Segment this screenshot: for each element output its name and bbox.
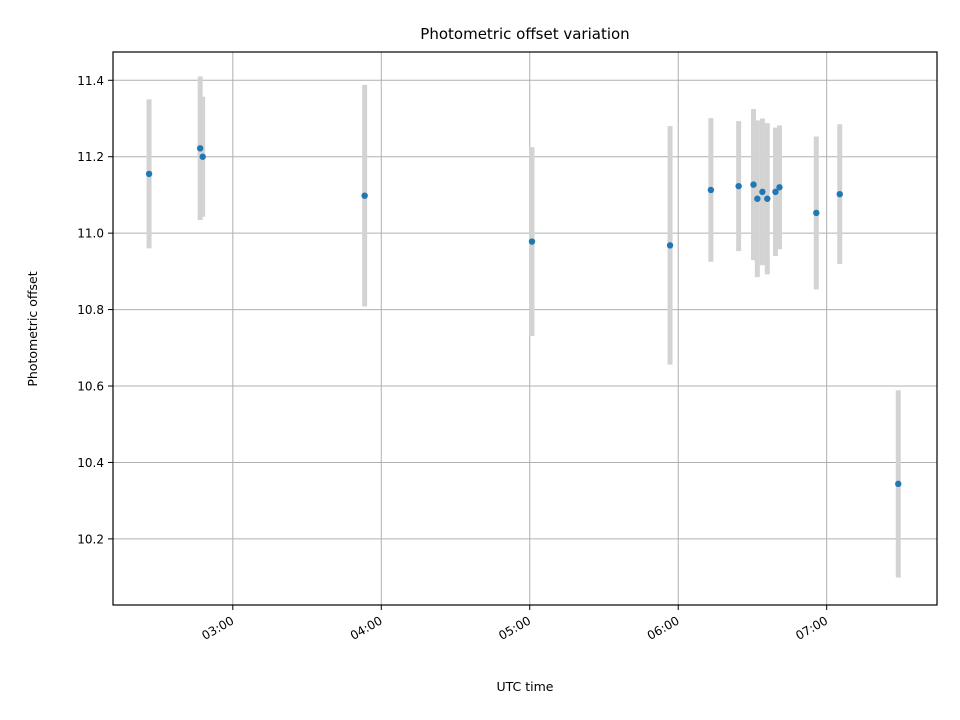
- x-tick-label: 04:00: [348, 613, 385, 642]
- y-axis-label: Photometric offset: [25, 271, 40, 386]
- data-point: [754, 195, 761, 202]
- data-point: [895, 480, 902, 488]
- x-tick-label: 07:00: [793, 613, 830, 642]
- data-point: [361, 192, 368, 199]
- data-points: [145, 145, 902, 488]
- data-point: [199, 153, 206, 160]
- data-point: [813, 209, 820, 217]
- y-tick-label: 10.2: [77, 532, 104, 546]
- data-point: [528, 238, 536, 245]
- grid-lines: [113, 52, 937, 605]
- y-tick-label: 11.4: [77, 74, 104, 88]
- data-point: [836, 190, 843, 198]
- y-tick-label: 10.6: [77, 380, 104, 394]
- error-bars: [146, 76, 901, 578]
- y-tick-label: 11.2: [77, 150, 104, 164]
- data-point: [735, 182, 742, 190]
- chart-title: Photometric offset variation: [420, 25, 629, 43]
- data-point: [666, 242, 674, 249]
- x-axis-label: UTC time: [497, 679, 554, 694]
- x-tick-label: 05:00: [496, 613, 533, 642]
- y-tick-label: 10.8: [77, 303, 104, 317]
- x-tick-label: 03:00: [199, 613, 236, 642]
- y-tick-label: 11.0: [77, 227, 104, 241]
- data-point: [764, 195, 771, 202]
- data-point: [145, 170, 153, 178]
- x-tick-label: 06:00: [645, 613, 682, 642]
- data-point: [750, 181, 757, 188]
- y-axis-ticks: 10.2 10.4 10.6 10.8 11.0 11.2 11.4: [77, 74, 113, 546]
- data-point: [196, 145, 204, 152]
- plot-frame: [112, 51, 938, 606]
- data-point: [772, 188, 779, 196]
- x-axis-ticks: 03:00 04:00 05:00 06:00 07:00: [199, 605, 830, 643]
- data-point: [707, 186, 715, 194]
- data-point: [776, 184, 783, 191]
- data-point: [759, 188, 766, 196]
- y-tick-label: 10.4: [77, 456, 104, 470]
